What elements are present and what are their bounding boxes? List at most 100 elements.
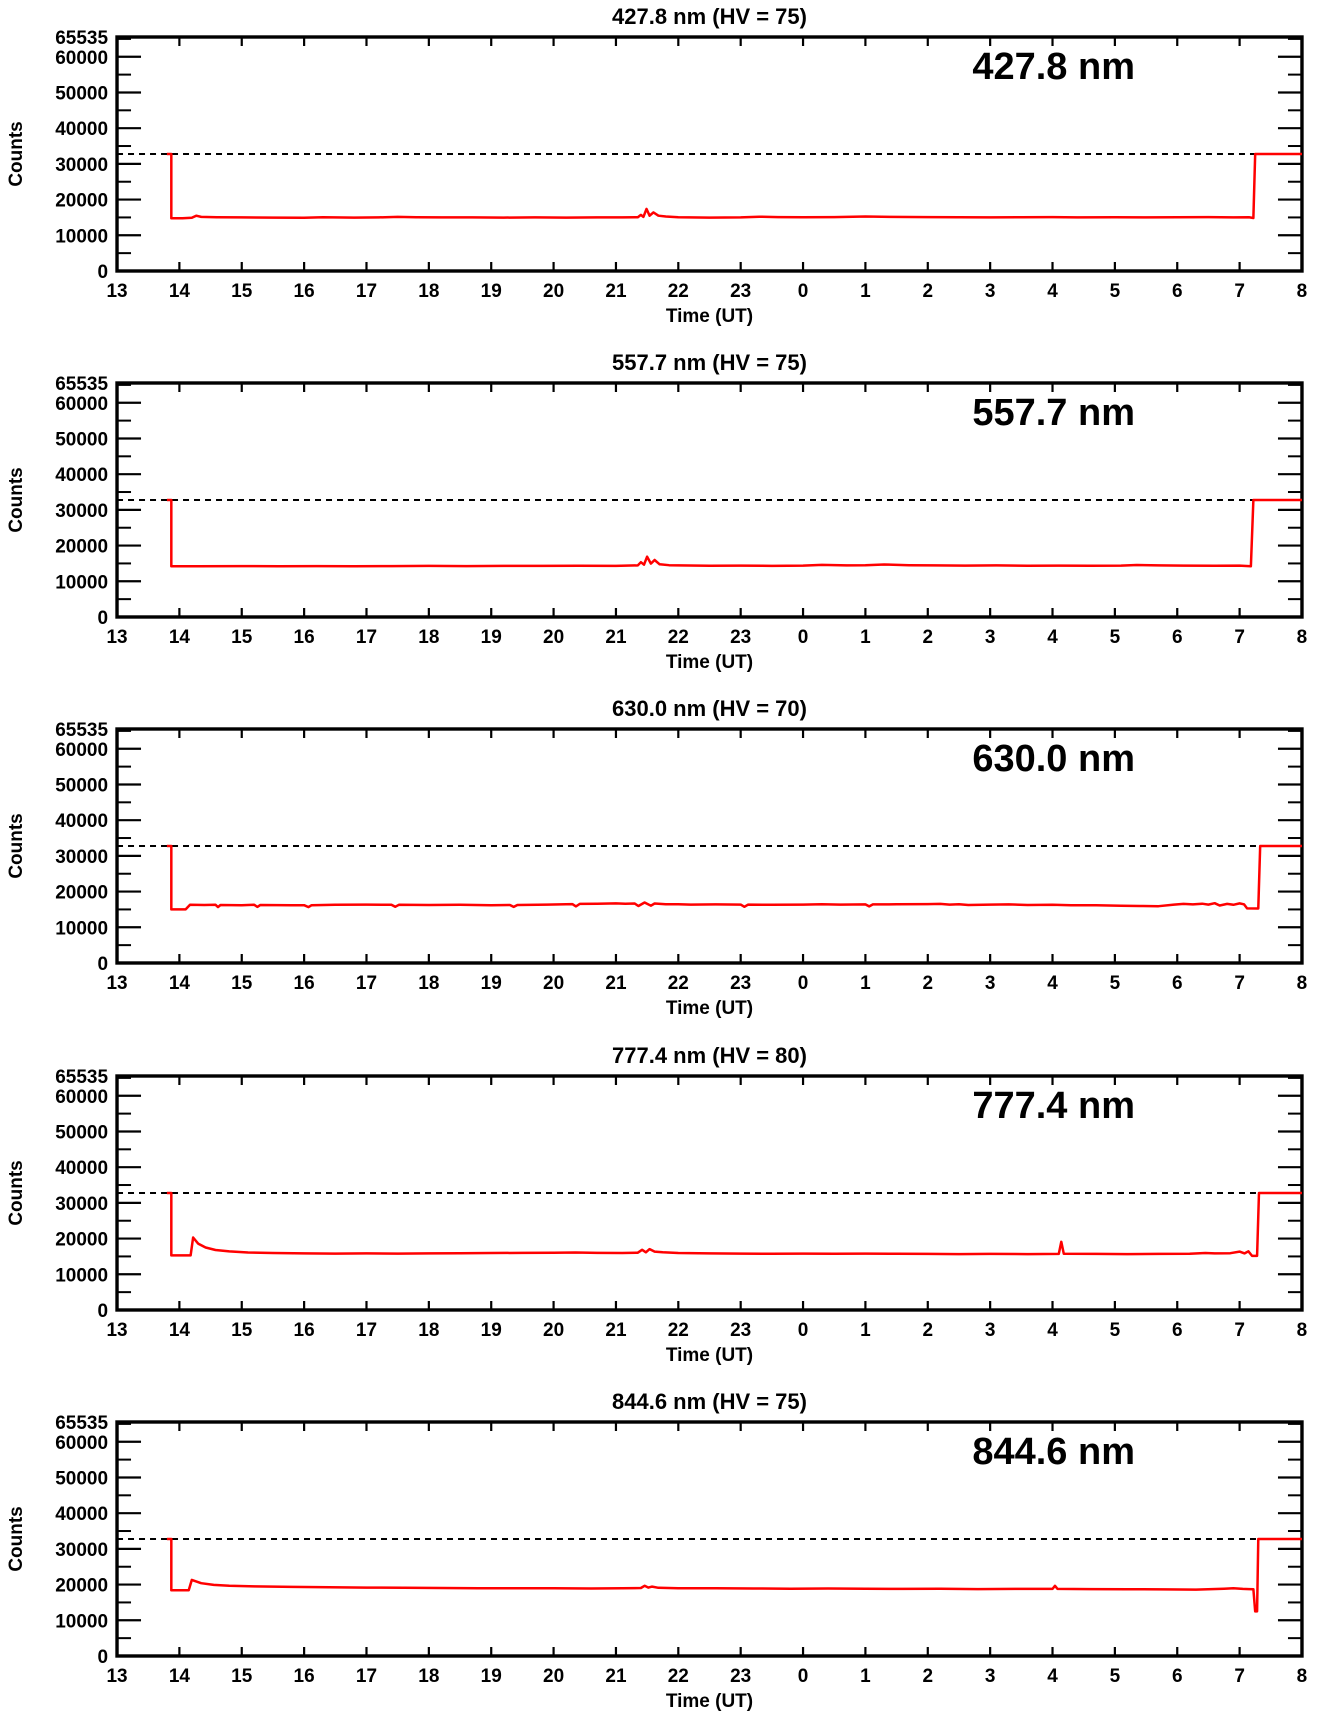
chart-panel-1: 427.8 nm (HV = 75) 0 10000 20000 30000 40000 5… (0, 0, 1336, 346)
x-tick-label: 14 (169, 281, 191, 302)
x-tick-label: 4 (1047, 1320, 1058, 1341)
wavelength-label: 557.7 nm (972, 392, 1135, 434)
y-tick-label: 30000 (55, 155, 108, 176)
x-tick-label: 8 (1297, 627, 1308, 648)
x-tick-label: 17 (356, 1320, 377, 1341)
x-tick-label: 13 (106, 281, 127, 302)
x-tick-label: 17 (356, 973, 377, 994)
x-tick-label: 0 (798, 1320, 809, 1341)
x-axis-title: Time (UT) (666, 998, 753, 1019)
y-tick-label: 20000 (55, 191, 108, 212)
x-axis-title: Time (UT) (666, 1691, 753, 1712)
x-tick-label: 17 (356, 627, 377, 648)
y-tick-label: 30000 (55, 1540, 108, 1561)
y-tick-label: 10000 (55, 572, 108, 593)
x-tick-label: 2 (922, 281, 933, 302)
x-tick-label: 5 (1110, 281, 1121, 302)
y-tick-label: 50000 (55, 83, 108, 104)
x-tick-label: 3 (985, 1320, 996, 1341)
x-tick-label: 16 (294, 973, 315, 994)
y-tick-label: 60000 (55, 740, 108, 761)
x-tick-label: 17 (356, 1666, 377, 1687)
x-tick-label: 1 (860, 973, 871, 994)
x-tick-label: 19 (481, 973, 502, 994)
y-tick-label: 0 (97, 1647, 108, 1668)
panel-title: 630.0 nm (HV = 70) (612, 696, 807, 721)
x-tick-label: 20 (543, 1666, 564, 1687)
x-tick-label: 21 (605, 973, 627, 994)
x-tick-label: 8 (1297, 1320, 1308, 1341)
y-tick-label: 0 (97, 262, 108, 283)
x-tick-label: 15 (231, 627, 253, 648)
x-tick-label: 7 (1234, 281, 1245, 302)
x-tick-label: 6 (1172, 973, 1183, 994)
y-tick-label: 40000 (55, 812, 108, 833)
x-tick-label: 7 (1234, 1666, 1245, 1687)
x-tick-label: 20 (543, 281, 564, 302)
x-tick-label: 4 (1047, 973, 1058, 994)
x-tick-label: 1 (860, 627, 871, 648)
x-tick-label: 13 (106, 1666, 127, 1687)
y-tick-label: 30000 (55, 501, 108, 522)
y-top-tick-label: 65535 (55, 28, 108, 49)
y-axis-title: Counts (6, 814, 27, 879)
y-tick-label: 60000 (55, 48, 108, 69)
x-tick-label: 5 (1110, 1320, 1121, 1341)
x-tick-label: 8 (1297, 281, 1308, 302)
y-tick-label: 50000 (55, 430, 108, 451)
x-tick-label: 18 (418, 627, 439, 648)
x-tick-label: 1 (860, 281, 871, 302)
counts-trace (166, 498, 1302, 568)
y-tick-label: 40000 (55, 119, 108, 140)
panel-chart-svg: 777.4 nm (HV = 80) 0 10000 20000 30000 40000 5… (6, 1043, 1308, 1366)
x-tick-label: 14 (169, 1320, 191, 1341)
x-tick-label: 15 (231, 1320, 253, 1341)
x-tick-label: 22 (668, 1666, 689, 1687)
y-tick-label: 30000 (55, 1193, 108, 1214)
x-axis-title: Time (UT) (666, 306, 753, 327)
x-tick-label: 4 (1047, 627, 1058, 648)
x-tick-label: 23 (730, 1666, 751, 1687)
x-tick-label: 6 (1172, 1320, 1183, 1341)
x-tick-label: 6 (1172, 1666, 1183, 1687)
y-axis-title: Counts (6, 121, 27, 186)
x-tick-label: 17 (356, 281, 377, 302)
wavelength-label: 777.4 nm (972, 1085, 1135, 1127)
y-tick-label: 40000 (55, 465, 108, 486)
x-tick-label: 2 (922, 1320, 933, 1341)
x-tick-label: 3 (985, 281, 996, 302)
x-tick-label: 21 (605, 1666, 627, 1687)
x-tick-label: 3 (985, 627, 996, 648)
x-tick-label: 23 (730, 973, 751, 994)
panel-title: 427.8 nm (HV = 75) (612, 4, 807, 29)
x-tick-label: 23 (730, 627, 751, 648)
x-tick-label: 3 (985, 973, 996, 994)
x-tick-label: 13 (106, 1320, 127, 1341)
x-tick-label: 23 (730, 1320, 751, 1341)
panel-title: 777.4 nm (HV = 80) (612, 1043, 807, 1068)
x-tick-label: 18 (418, 973, 439, 994)
chart-panel-5: 844.6 nm (HV = 75) 0 10000 20000 30000 40000 5… (0, 1385, 1336, 1731)
x-axis-title: Time (UT) (666, 652, 753, 673)
wavelength-label: 630.0 nm (972, 738, 1135, 780)
x-tick-label: 15 (231, 1666, 253, 1687)
panel-chart-svg: 557.7 nm (HV = 75) 0 10000 20000 30000 40000 5… (6, 350, 1308, 673)
y-top-tick-label: 65535 (55, 374, 108, 395)
x-axis-title: Time (UT) (666, 1345, 753, 1366)
x-tick-label: 13 (106, 627, 127, 648)
x-tick-label: 21 (605, 1320, 627, 1341)
x-tick-label: 15 (231, 973, 253, 994)
x-tick-label: 4 (1047, 1666, 1058, 1687)
x-tick-label: 14 (169, 627, 191, 648)
x-tick-label: 20 (543, 973, 564, 994)
x-tick-label: 22 (668, 281, 689, 302)
x-tick-label: 2 (922, 627, 933, 648)
x-tick-label: 8 (1297, 1666, 1308, 1687)
x-tick-label: 16 (294, 281, 315, 302)
chart-panel-3: 630.0 nm (HV = 70) 0 10000 20000 30000 40000 5… (0, 692, 1336, 1038)
x-tick-label: 16 (294, 627, 315, 648)
x-tick-label: 0 (798, 973, 809, 994)
x-tick-label: 5 (1110, 973, 1121, 994)
x-tick-label: 4 (1047, 281, 1058, 302)
y-tick-label: 30000 (55, 847, 108, 868)
